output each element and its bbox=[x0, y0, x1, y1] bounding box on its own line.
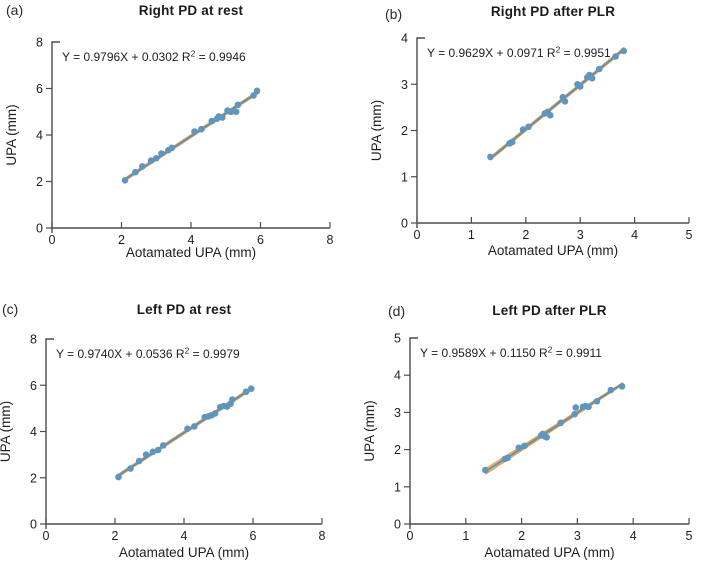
svg-text:5: 5 bbox=[686, 529, 693, 543]
axes bbox=[404, 337, 690, 529]
svg-text:8: 8 bbox=[30, 333, 37, 347]
svg-text:0: 0 bbox=[43, 529, 50, 543]
svg-text:4: 4 bbox=[394, 369, 401, 383]
panel-letter-c: (c) bbox=[2, 301, 19, 317]
panel-right-pd-at-rest: (a) Right PD at rest 0 2 4 6 8 0 2 4 6 8 Aotamated… bbox=[0, 0, 352, 287]
tick-labels: 0 1 2 3 4 5 0 1 2 3 4 bbox=[401, 32, 692, 243]
svg-text:0: 0 bbox=[30, 518, 37, 532]
data-points bbox=[487, 47, 628, 161]
tick-labels: 0 2 4 6 8 0 2 4 6 8 bbox=[30, 333, 325, 544]
data-points bbox=[121, 87, 261, 184]
svg-text:8: 8 bbox=[319, 529, 326, 543]
svg-text:0: 0 bbox=[401, 217, 408, 231]
panel-letter-d: (d) bbox=[388, 303, 406, 319]
equation-label: Y = 0.9589X + 0.1150 R2 = 0.9911 bbox=[420, 345, 602, 361]
panel-letter-b: (b) bbox=[385, 6, 403, 22]
svg-text:4: 4 bbox=[631, 228, 638, 242]
svg-text:0: 0 bbox=[414, 228, 421, 242]
data-points bbox=[115, 385, 255, 481]
equation-label: Y = 0.9629X + 0.0971 R2 = 0.9951 bbox=[427, 45, 611, 61]
svg-text:4: 4 bbox=[188, 233, 195, 247]
svg-text:6: 6 bbox=[36, 82, 43, 96]
panel-title-a: Right PD at rest bbox=[138, 3, 244, 18]
svg-text:6: 6 bbox=[30, 379, 37, 393]
panel-left-pd-after-plr: (d) Left PD after PLR 0 1 2 3 4 5 0 1 2 3 4 5 Aotama… bbox=[352, 287, 705, 575]
y-axis-label: UPA (mm) bbox=[362, 400, 377, 461]
svg-text:2: 2 bbox=[118, 233, 125, 247]
chart-svg-a: 0 2 4 6 8 0 2 4 6 8 Aotamated UPA (mm) UPA (mm) Y = … bbox=[4, 36, 334, 261]
panel-letter-a: (a) bbox=[6, 2, 24, 18]
tick-labels: 0 2 4 6 8 0 2 4 6 8 bbox=[36, 36, 333, 248]
svg-text:6: 6 bbox=[250, 529, 257, 543]
svg-text:5: 5 bbox=[686, 228, 693, 242]
svg-text:4: 4 bbox=[36, 129, 43, 143]
chart-svg-d: 0 1 2 3 4 5 0 1 2 3 4 5 Aotamated UPA (mm) UPA (mm) Y … bbox=[362, 332, 693, 561]
svg-text:8: 8 bbox=[327, 233, 334, 247]
panel-title-d: Left PD after PLR bbox=[492, 303, 607, 318]
panel-title-b: Right PD after PLR bbox=[490, 4, 616, 19]
svg-text:8: 8 bbox=[36, 36, 43, 50]
svg-text:3: 3 bbox=[574, 529, 581, 543]
x-axis-label: Aotamated UPA (mm) bbox=[488, 243, 618, 258]
svg-text:0: 0 bbox=[49, 233, 56, 247]
svg-text:4: 4 bbox=[630, 529, 637, 543]
panel-title-c: Left PD at rest bbox=[136, 302, 232, 317]
svg-text:4: 4 bbox=[401, 32, 408, 46]
x-axis-label: Aotamated UPA (mm) bbox=[119, 545, 249, 560]
y-axis-label: UPA (mm) bbox=[4, 104, 19, 165]
svg-text:3: 3 bbox=[401, 78, 408, 92]
tick-labels: 0 1 2 3 4 5 0 1 2 3 4 5 bbox=[394, 332, 692, 544]
axes bbox=[411, 37, 690, 228]
data-points bbox=[482, 383, 626, 474]
svg-text:2: 2 bbox=[394, 443, 401, 457]
svg-text:2: 2 bbox=[518, 529, 525, 543]
axes bbox=[40, 338, 323, 529]
svg-text:4: 4 bbox=[30, 425, 37, 439]
panel-right-pd-after-plr: (b) Right PD after PLR 0 1 2 3 4 5 0 1 2 3 4 Aotama… bbox=[352, 0, 705, 287]
svg-text:0: 0 bbox=[407, 529, 414, 543]
svg-text:1: 1 bbox=[468, 228, 475, 242]
y-axis-label: UPA (mm) bbox=[0, 401, 13, 462]
y-axis-label: UPA (mm) bbox=[369, 100, 384, 161]
svg-text:2: 2 bbox=[30, 471, 37, 485]
svg-text:2: 2 bbox=[522, 228, 529, 242]
svg-text:6: 6 bbox=[257, 233, 264, 247]
svg-text:2: 2 bbox=[112, 529, 119, 543]
x-axis-label: Aotamated UPA (mm) bbox=[126, 245, 256, 260]
svg-text:1: 1 bbox=[394, 480, 401, 494]
svg-text:2: 2 bbox=[36, 175, 43, 189]
svg-text:3: 3 bbox=[577, 228, 584, 242]
svg-text:0: 0 bbox=[36, 222, 43, 236]
svg-text:1: 1 bbox=[401, 170, 408, 184]
equation-label: Y = 0.9740X + 0.0536 R2 = 0.9979 bbox=[56, 346, 240, 362]
axes bbox=[46, 41, 331, 233]
svg-text:3: 3 bbox=[394, 406, 401, 420]
svg-text:4: 4 bbox=[181, 529, 188, 543]
chart-svg-c: 0 2 4 6 8 0 2 4 6 8 Aotamated UPA (mm) UPA (mm) Y = … bbox=[0, 333, 326, 561]
panel-left-pd-at-rest: (c) Left PD at rest 0 2 4 6 8 0 2 4 6 8 Aotamated … bbox=[0, 287, 352, 575]
x-axis-label: Aotamated UPA (mm) bbox=[484, 545, 614, 560]
equation-label: Y = 0.9796X + 0.0302 R2 = 0.9946 bbox=[62, 49, 246, 65]
svg-text:2: 2 bbox=[401, 124, 408, 138]
svg-text:5: 5 bbox=[394, 332, 401, 346]
chart-svg-b: 0 1 2 3 4 5 0 1 2 3 4 Aotamated UPA (mm) UPA (mm) Y =… bbox=[369, 32, 693, 259]
svg-text:1: 1 bbox=[462, 529, 469, 543]
svg-text:0: 0 bbox=[394, 518, 401, 532]
